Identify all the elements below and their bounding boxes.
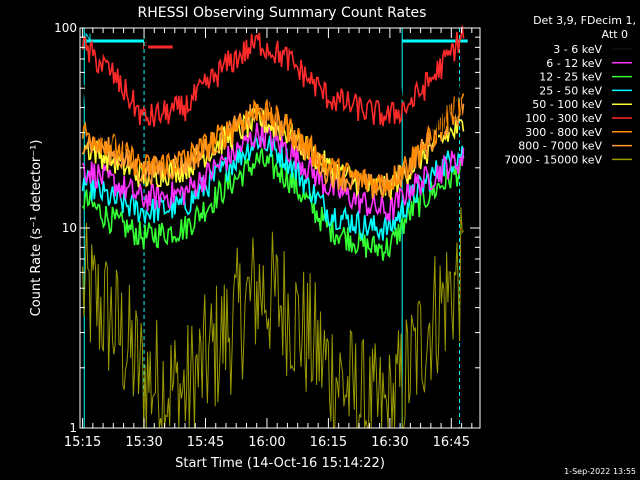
legend-header-line-2: Att 0 [602, 28, 628, 41]
series-line-300to800kev [81, 93, 465, 196]
series-line-7000to15000kev [82, 207, 464, 430]
y-axis: 100 10 1 [54, 21, 480, 435]
legend-entry-label: 50 - 100 keV [532, 98, 602, 111]
y-tick-label: 100 [54, 21, 77, 35]
x-tick-label: 16:45 [433, 435, 470, 450]
x-tick-label: 15:15 [64, 435, 101, 450]
x-tick-label: 15:30 [125, 435, 162, 450]
legend-header-line-1: Det 3,9, FDecim 1, [533, 14, 636, 27]
footer-date: 1-Sep-2022 13:55 [564, 467, 636, 476]
x-axis-label: Start Time (14-Oct-16 15:14:22) [175, 456, 385, 471]
series-line-100to300kev [81, 25, 465, 127]
y-axis-label: Count Rate (s⁻¹ detector⁻¹) [29, 140, 44, 317]
legend-entry-label: 800 - 7000 keV [518, 140, 602, 153]
x-tick-label: 16:00 [248, 435, 285, 450]
plot-area: NF [81, 25, 468, 430]
x-tick-label: 16:15 [310, 435, 347, 450]
legend-entry-label: 300 - 800 keV [525, 126, 602, 139]
attenuator-label-n: N [85, 33, 92, 43]
x-tick-label: 15:45 [187, 435, 224, 450]
attenuator-label-f: F [142, 42, 147, 52]
x-tick-label: 16:30 [371, 435, 408, 450]
chart-title: RHESSI Observing Summary Count Rates [138, 5, 427, 21]
legend-entry-label: 3 - 6 keV [553, 43, 602, 56]
y-tick-label: 1 [69, 421, 77, 435]
legend-entry-label: 6 - 12 keV [546, 57, 602, 70]
legend-entry-label: 25 - 50 keV [539, 84, 602, 97]
y-tick-label: 10 [62, 221, 77, 235]
series-line-50to100kev [81, 106, 465, 200]
x-axis: 15:15 15:30 15:45 16:00 16:15 16:30 16:45 [64, 28, 473, 450]
legend-entry-label: 100 - 300 keV [525, 112, 602, 125]
series-line-6to12kev [81, 122, 465, 222]
legend-entry-label: 12 - 25 keV [539, 71, 602, 84]
series-line-12to25kev [81, 148, 465, 261]
legend-entry-label: 7000 - 15000 keV [504, 153, 602, 166]
